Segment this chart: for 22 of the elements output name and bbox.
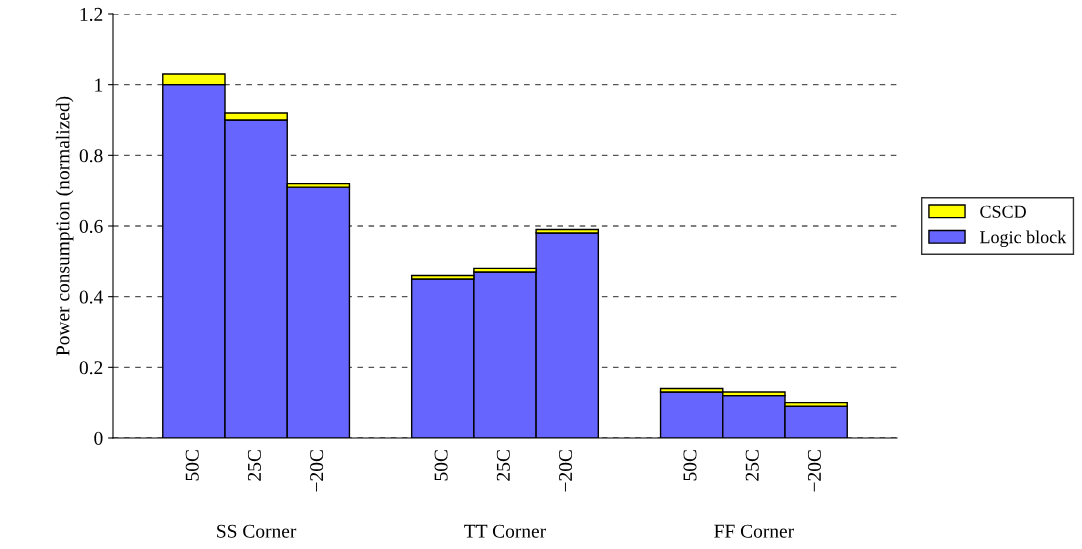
x-tick-label: 25C xyxy=(496,450,510,481)
x-tick-label: −20C xyxy=(807,450,821,492)
y-tick-label: 0.8 xyxy=(79,149,103,163)
x-tick-label: 50C xyxy=(683,450,697,481)
y-tick-label: 0.2 xyxy=(79,361,103,375)
x-tick-label: −20C xyxy=(558,450,573,492)
y-tick-label: 1 xyxy=(95,78,103,92)
x-tick-label: 25C xyxy=(247,450,261,481)
y-tick-label: 0.4 xyxy=(79,290,103,304)
text: FF Corner xyxy=(714,524,794,538)
x-tick-label: 25C xyxy=(745,450,759,481)
text: TT Corner xyxy=(464,524,546,538)
text: SS Corner xyxy=(217,524,297,538)
legend-label: CSCD xyxy=(980,205,1026,218)
legend-label: Logic block xyxy=(980,230,1067,248)
x-tick-label: 50C xyxy=(185,450,199,481)
y-tick-label: 0 xyxy=(94,431,103,445)
x-tick-label: −20C xyxy=(310,450,324,492)
y-axis-title: Power consumption (normalized) xyxy=(55,96,74,356)
y-tick-label: 1.2 xyxy=(80,7,103,22)
x-tick-label: 50C xyxy=(434,450,448,481)
y-tick-label: 0.6 xyxy=(79,219,103,234)
